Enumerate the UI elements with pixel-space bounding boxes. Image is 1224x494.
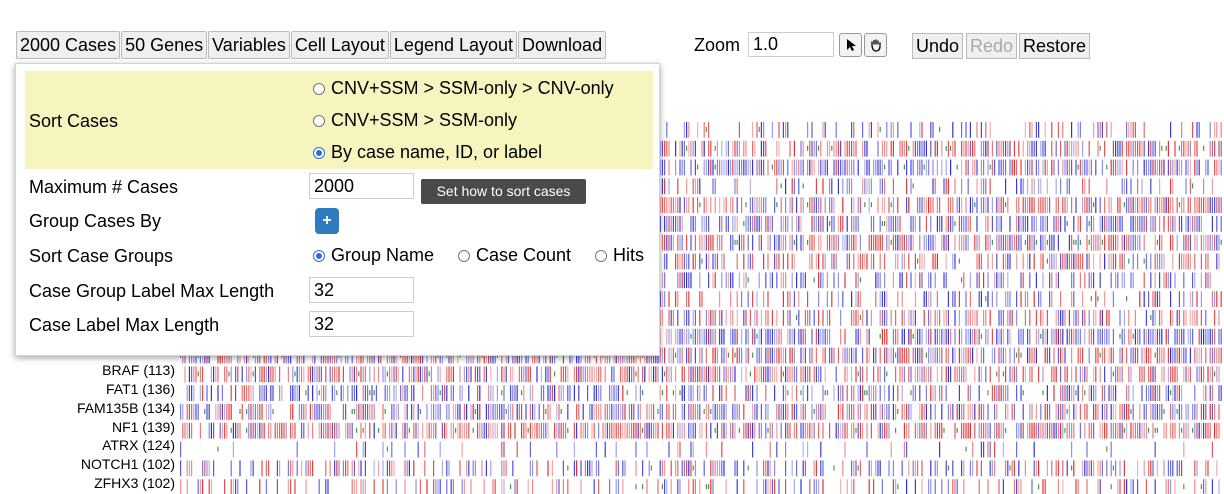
radio-icon[interactable] bbox=[313, 146, 325, 159]
gene-label-atrx[interactable]: ATRX (124) bbox=[102, 437, 175, 453]
gene-label-nf1[interactable]: NF1 (139) bbox=[111, 419, 175, 435]
gene-label-notch1[interactable]: NOTCH1 (102) bbox=[80, 456, 175, 472]
sort-group-case-count[interactable]: Case Count bbox=[458, 245, 571, 266]
sort-tooltip: Set how to sort cases bbox=[421, 179, 586, 204]
max-cases-input[interactable]: 2000 bbox=[309, 173, 414, 199]
download-button[interactable]: Download bbox=[518, 31, 607, 59]
sort-group-option-label: Hits bbox=[613, 245, 644, 265]
sort-cases-label: Sort Cases bbox=[29, 111, 119, 131]
cases-button[interactable]: 2000 Cases bbox=[16, 31, 121, 59]
case-label-max-label: Case Label Max Length bbox=[29, 315, 220, 335]
sort-group-name[interactable]: Group Name bbox=[313, 245, 434, 266]
case-settings-menu: Sort Cases CNV+SSM > SSM-only > CNV-only… bbox=[15, 63, 660, 356]
restore-button[interactable]: Restore bbox=[1019, 33, 1091, 59]
zoom-label: Zoom bbox=[694, 35, 741, 55]
zoom-input[interactable]: 1.0 bbox=[748, 32, 834, 57]
gene-label-braf[interactable]: BRAF (113) bbox=[102, 362, 175, 378]
sort-option-by-name[interactable]: By case name, ID, or label bbox=[313, 142, 542, 163]
hand-grab-icon[interactable] bbox=[864, 33, 887, 57]
sort-group-option-label: Group Name bbox=[331, 245, 435, 265]
redo-button[interactable]: Redo bbox=[966, 33, 1018, 59]
radio-icon[interactable] bbox=[458, 249, 470, 262]
gene-label-zfhx3[interactable]: ZFHX3 (102) bbox=[94, 475, 175, 491]
sort-option-cnv-ssm-cnvonly[interactable]: CNV+SSM > SSM-only > CNV-only bbox=[313, 78, 614, 99]
gene-label-fat1[interactable]: FAT1 (136) bbox=[106, 381, 175, 397]
cell-layout-button[interactable]: Cell Layout bbox=[290, 31, 389, 59]
legend-layout-button[interactable]: Legend Layout bbox=[389, 31, 518, 59]
undo-button[interactable]: Undo bbox=[912, 33, 964, 59]
sort-option-label: By case name, ID, or label bbox=[331, 142, 543, 162]
toolbar: 2000 Cases 50 Genes Variables Cell Layou… bbox=[16, 31, 607, 59]
sort-option-label: CNV+SSM > SSM-only bbox=[331, 110, 518, 130]
max-cases-label: Maximum # Cases bbox=[29, 177, 179, 197]
sort-option-label: CNV+SSM > SSM-only > CNV-only bbox=[331, 78, 614, 98]
sort-cases-row bbox=[25, 71, 653, 169]
radio-icon[interactable] bbox=[595, 249, 607, 262]
genes-button[interactable]: 50 Genes bbox=[121, 31, 208, 59]
sort-case-groups-label: Sort Case Groups bbox=[29, 246, 174, 266]
group-label-max-label: Case Group Label Max Length bbox=[29, 281, 275, 301]
add-group-button[interactable]: + bbox=[315, 208, 339, 234]
gene-label-fam135b[interactable]: FAM135B (134) bbox=[76, 400, 175, 416]
case-label-max-input[interactable]: 32 bbox=[309, 311, 414, 337]
radio-icon[interactable] bbox=[313, 249, 325, 262]
sort-group-hits[interactable]: Hits bbox=[595, 245, 644, 266]
cursor-arrow-icon[interactable] bbox=[839, 33, 862, 57]
sort-group-option-label: Case Count bbox=[476, 245, 572, 265]
group-label-max-input[interactable]: 32 bbox=[309, 277, 414, 303]
radio-icon[interactable] bbox=[313, 114, 325, 127]
radio-icon[interactable] bbox=[313, 82, 325, 95]
sort-option-cnv-ssm[interactable]: CNV+SSM > SSM-only bbox=[313, 110, 517, 131]
variables-button[interactable]: Variables bbox=[208, 31, 290, 59]
group-cases-label: Group Cases By bbox=[29, 211, 162, 231]
